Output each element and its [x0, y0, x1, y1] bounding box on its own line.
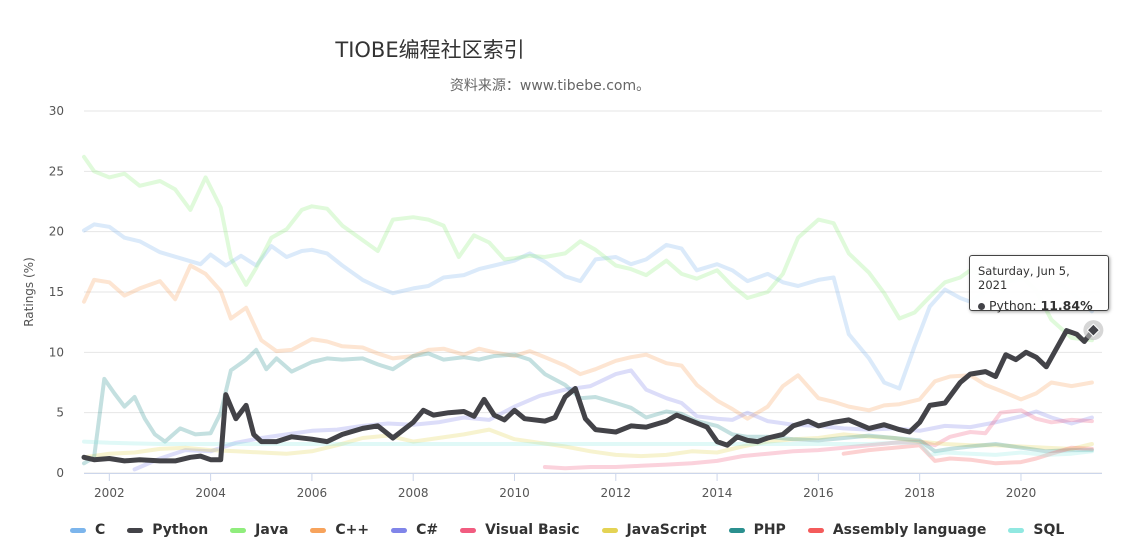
- y-tick-label: 0: [56, 466, 64, 480]
- legend-swatch: [70, 527, 86, 533]
- y-tick-label: 20: [49, 225, 64, 239]
- legend-item-visual-basic[interactable]: Visual Basic: [460, 522, 580, 538]
- series-line-c[interactable]: [82, 222, 1094, 391]
- tooltip-row: Python: 11.84%: [978, 298, 1100, 313]
- legend-item-c[interactable]: C: [70, 522, 105, 538]
- chart-subtitle: 资料来源：www.tibebe.com。: [449, 78, 651, 94]
- tooltip-series-name: Python: [989, 298, 1033, 313]
- legend-item-c-[interactable]: C++: [310, 522, 369, 538]
- tooltip-date: Saturday, Jun 5, 2021: [978, 264, 1070, 292]
- y-tick-label: 5: [56, 406, 64, 420]
- legend-label: SQL: [1033, 522, 1065, 538]
- legend-item-java[interactable]: Java: [230, 522, 288, 538]
- series-line-java[interactable]: [82, 154, 1094, 343]
- y-tick-label: 10: [49, 345, 64, 359]
- hover-marker: [1083, 320, 1104, 341]
- series-line-c-[interactable]: [132, 368, 1094, 472]
- tooltip-series-dot: [978, 303, 985, 310]
- legend-item-python[interactable]: Python: [127, 522, 208, 538]
- legend-swatch: [127, 527, 144, 533]
- legend-label: C: [95, 522, 106, 538]
- y-tick-label: 25: [49, 164, 64, 178]
- legend-label: JavaScript: [626, 522, 707, 538]
- legend-swatch: [230, 527, 247, 533]
- chart-title: TIOBE编程社区索引: [335, 38, 525, 62]
- legend-swatch: [310, 527, 327, 533]
- axes: 0 5 10 15 20 25 30 2002 2004 2006 2008 2010 2012 2014…: [49, 104, 1102, 500]
- legend-label: Assembly language: [832, 522, 987, 538]
- legend-label: Java: [255, 522, 289, 538]
- legend-label: Visual Basic: [485, 522, 580, 538]
- x-tick-label: 2020: [1006, 486, 1037, 500]
- gridlines: [84, 110, 1102, 474]
- hover-point: [1086, 323, 1101, 337]
- series-line-visual-basic[interactable]: [542, 408, 1094, 471]
- tooltip-value: 11.84%: [1040, 298, 1093, 313]
- legend-item-c-[interactable]: C#: [391, 522, 438, 538]
- legend-item-assembly-language[interactable]: Assembly language: [807, 522, 987, 538]
- x-tick-label: 2014: [702, 486, 733, 500]
- y-axis-label: Ratings (%): [22, 257, 36, 327]
- x-tick-label: 2004: [195, 486, 226, 500]
- legend-label: PHP: [753, 522, 786, 538]
- series-line-c-[interactable]: [82, 263, 1094, 421]
- x-tick-label: 2012: [601, 486, 632, 500]
- highlighted-series: [81, 327, 1096, 464]
- legend-item-javascript[interactable]: JavaScript: [601, 522, 707, 538]
- legend-label: Python: [152, 522, 209, 538]
- legend-swatch: [807, 527, 824, 533]
- legend-item-php[interactable]: PHP: [728, 522, 786, 538]
- background-series: [82, 154, 1094, 472]
- x-tick-label: 2008: [398, 486, 429, 500]
- legend-swatch: [460, 527, 477, 533]
- legend-label: C++: [335, 522, 370, 538]
- legend-swatch: [728, 527, 745, 533]
- y-tick-label: 15: [49, 285, 64, 299]
- series-line-javascript[interactable]: [82, 427, 1094, 460]
- chart-legend: C Python Java C++ C# Visual Basic JavaScript PH…: [70, 519, 1120, 541]
- series-line-python[interactable]: [81, 327, 1096, 464]
- x-tick-label: 2018: [904, 486, 935, 500]
- x-tick-label: 2006: [297, 486, 328, 500]
- legend-swatch: [391, 527, 408, 533]
- legend-label: C#: [416, 522, 439, 538]
- legend-swatch: [601, 527, 618, 533]
- x-tick-label: 2002: [94, 486, 125, 500]
- series-line-php[interactable]: [82, 347, 1094, 466]
- series-line-assembly-language[interactable]: [841, 443, 1094, 466]
- legend-swatch: [1008, 527, 1025, 533]
- legend-item-sql[interactable]: SQL: [1008, 522, 1064, 538]
- tooltip: Saturday, Jun 5, 2021 Python: 11.84%: [969, 255, 1109, 313]
- x-tick-label: 2010: [499, 486, 530, 500]
- y-tick-label: 30: [49, 104, 64, 118]
- x-tick-label: 2016: [803, 486, 834, 500]
